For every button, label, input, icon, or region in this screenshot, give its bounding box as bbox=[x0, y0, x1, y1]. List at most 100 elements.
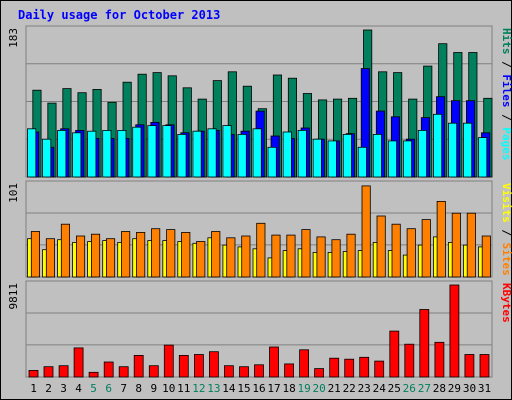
bar-pages-day-31 bbox=[478, 137, 488, 178]
bar-kbytes-day-26 bbox=[404, 343, 415, 378]
bar-sites-day-5 bbox=[91, 233, 101, 278]
bar-pages-day-27 bbox=[417, 129, 427, 178]
bar-kbytes-day-21 bbox=[329, 357, 340, 378]
x-tick-day-2: 2 bbox=[45, 382, 52, 395]
bar-sites-day-19 bbox=[301, 229, 311, 278]
x-tick-day-19: 19 bbox=[297, 382, 310, 395]
x-axis-labels: 1 2 3 4 5 6 7 8 9 10 11 12 13 14 15 16 17 18 19 20 21 22 23 24 2… bbox=[30, 382, 491, 395]
x-tick-day-7: 7 bbox=[120, 382, 127, 395]
bar-kbytes-day-7 bbox=[118, 366, 129, 378]
bar-pages-day-17 bbox=[267, 146, 277, 178]
bar-pages-day-24 bbox=[372, 133, 382, 178]
x-tick-day-30: 30 bbox=[463, 382, 476, 395]
bar-sites-day-14 bbox=[226, 237, 236, 278]
bar-pages-day-30 bbox=[462, 122, 473, 178]
x-tick-day-26: 26 bbox=[403, 382, 416, 395]
x-tick-day-29: 29 bbox=[448, 382, 461, 395]
bar-sites-day-2 bbox=[45, 238, 55, 278]
bar-pages-day-12 bbox=[192, 130, 202, 178]
bar-kbytes-day-24 bbox=[374, 360, 385, 378]
bar-kbytes-day-9 bbox=[148, 365, 159, 378]
bar-sites-day-13 bbox=[211, 231, 221, 278]
x-tick-day-27: 27 bbox=[418, 382, 431, 395]
bar-pages-day-26 bbox=[402, 140, 412, 178]
bar-sites-day-9 bbox=[151, 228, 161, 278]
bar-pages-day-13 bbox=[207, 128, 217, 178]
bar-kbytes-day-22 bbox=[344, 358, 355, 378]
bar-pages-day-5 bbox=[87, 130, 97, 178]
bar-kbytes-day-18 bbox=[284, 363, 295, 378]
bar-pages-day-6 bbox=[102, 129, 112, 178]
x-tick-day-24: 24 bbox=[373, 382, 387, 395]
bar-pages-day-16 bbox=[252, 128, 262, 178]
bar-pages-day-1 bbox=[27, 128, 37, 178]
x-tick-day-21: 21 bbox=[328, 382, 341, 395]
x-tick-day-3: 3 bbox=[60, 382, 67, 395]
bar-kbytes-day-30 bbox=[464, 354, 475, 378]
panel-hits-files-pages: 183 Hits / Files / Pages bbox=[7, 25, 512, 178]
legend-item-hits: Hits bbox=[500, 28, 512, 55]
bar-sites-day-21 bbox=[331, 239, 341, 278]
x-tick-day-25: 25 bbox=[388, 382, 401, 395]
bar-kbytes-day-11 bbox=[178, 354, 189, 378]
bar-sites-day-23 bbox=[361, 185, 371, 278]
bar-kbytes-day-17 bbox=[269, 346, 279, 378]
x-tick-day-20: 20 bbox=[312, 382, 325, 395]
bar-kbytes-day-10 bbox=[163, 344, 174, 378]
x-tick-day-6: 6 bbox=[105, 382, 112, 395]
y-max-label: 101 bbox=[7, 183, 20, 203]
bar-pages-day-14 bbox=[222, 125, 232, 178]
bar-kbytes-day-27 bbox=[419, 309, 430, 378]
bar-sites-day-1 bbox=[30, 231, 40, 278]
legend-item-pages: Pages bbox=[500, 127, 512, 160]
bar-pages-day-15 bbox=[237, 133, 247, 178]
bar-kbytes-day-29 bbox=[449, 284, 460, 378]
bar-pages-day-18 bbox=[282, 131, 292, 178]
panel-visits-sites: 101 Visits / Sites bbox=[7, 180, 512, 278]
x-tick-day-31: 31 bbox=[478, 382, 491, 395]
x-tick-day-4: 4 bbox=[75, 382, 82, 395]
bar-pages-day-2 bbox=[42, 138, 52, 178]
y-max-label: 183 bbox=[7, 28, 20, 48]
y-max-label: 9811 bbox=[7, 283, 20, 310]
bar-pages-day-7 bbox=[117, 129, 127, 178]
legend-kbytes: KBytes bbox=[500, 283, 512, 323]
legend-item-files: Files bbox=[500, 74, 512, 107]
bar-sites-day-15 bbox=[241, 235, 251, 278]
bar-kbytes-day-2 bbox=[43, 366, 54, 378]
bar-sites-day-24 bbox=[376, 215, 386, 278]
bar-sites-day-4 bbox=[76, 235, 86, 278]
x-tick-day-10: 10 bbox=[162, 382, 175, 395]
bar-sites-day-17 bbox=[271, 234, 281, 278]
x-tick-day-15: 15 bbox=[237, 382, 250, 395]
legend-item-kbytes: KBytes bbox=[500, 283, 512, 323]
bar-sites-day-18 bbox=[286, 234, 296, 278]
bar-pages-day-20 bbox=[312, 138, 322, 178]
legend-item-sites: Sites bbox=[500, 243, 512, 276]
bar-kbytes-day-12 bbox=[193, 354, 204, 378]
x-tick-day-9: 9 bbox=[150, 382, 157, 395]
bar-kbytes-day-20 bbox=[314, 368, 325, 378]
bar-kbytes-day-14 bbox=[223, 365, 234, 378]
legend-hits-files-pages: Hits / Files / Pages bbox=[500, 28, 512, 161]
legend-visits-sites: Visits / Sites bbox=[500, 183, 512, 276]
legend-item-visits: Visits bbox=[500, 183, 512, 223]
bar-sites-day-30 bbox=[466, 212, 476, 278]
panel-background bbox=[25, 280, 493, 378]
bar-sites-day-27 bbox=[421, 219, 431, 278]
bar-kbytes-day-1 bbox=[28, 369, 39, 378]
bar-kbytes-day-5 bbox=[88, 371, 99, 378]
x-tick-day-14: 14 bbox=[222, 382, 236, 395]
x-tick-day-16: 16 bbox=[252, 382, 265, 395]
legend-separator: / bbox=[500, 223, 512, 243]
x-tick-day-13: 13 bbox=[207, 382, 220, 395]
legend-separator: / bbox=[500, 55, 512, 75]
bar-pages-day-11 bbox=[177, 133, 187, 178]
bar-sites-day-7 bbox=[121, 231, 131, 278]
bar-pages-day-21 bbox=[327, 140, 337, 178]
panel-kbytes: 9811 KBytes bbox=[7, 280, 512, 378]
bar-kbytes-day-4 bbox=[73, 347, 84, 378]
x-tick-day-11: 11 bbox=[177, 382, 190, 395]
x-tick-day-12: 12 bbox=[192, 382, 205, 395]
